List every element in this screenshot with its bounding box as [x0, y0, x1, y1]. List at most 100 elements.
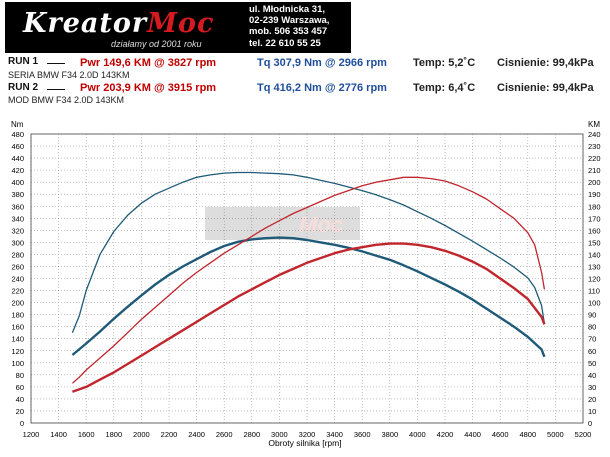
y-tick-label-left: 360 [11, 202, 24, 211]
address-line: mob. 506 353 457 [249, 26, 328, 38]
run1-power-curve [72, 242, 546, 393]
y-tick-label-right: 10 [588, 407, 596, 416]
kreator-moc-logo: KreatorMoc działamy od 2001 roku ul. Mło… [5, 2, 351, 53]
y-tick-label-left: 40 [16, 395, 24, 404]
y-tick-label-left: 200 [11, 299, 24, 308]
y-tick-label-right: 240 [588, 130, 601, 139]
chart-series [71, 171, 546, 393]
y-tick-label-left: 440 [11, 154, 24, 163]
run2-pressure: Cisnienie: 99,4kPa [497, 82, 594, 94]
y-tick-label-left: 80 [16, 371, 24, 380]
x-tick-label: 2200 [161, 430, 178, 439]
y-tick-label-right: 40 [588, 371, 596, 380]
y-tick-label-right: 80 [588, 323, 596, 332]
run1-label: RUN 1 [8, 56, 39, 67]
y-tick-label-right: 210 [588, 166, 601, 175]
contact-address: ul. Młodnicka 31, 02-239 Warszawa, mob. … [249, 4, 349, 49]
y-tick-label-right: 170 [588, 214, 601, 223]
y-tick-label-left: 380 [11, 190, 24, 199]
run2-torque-peak: Tq 416,2 Nm @ 2776 rpm [257, 82, 387, 94]
x-tick-label: 3200 [299, 430, 316, 439]
x-tick-label: 4200 [437, 430, 454, 439]
y-tick-label-left: 480 [11, 130, 24, 139]
left-axis-unit: Nm [11, 120, 24, 129]
y-tick-label-left: 160 [11, 323, 24, 332]
y-tick-label-right: 70 [588, 335, 596, 344]
chart-axes: 0 0 20 10 40 20 60 30 80 40 100 50 120 60 140 70 160 80 18… [11, 130, 600, 439]
watermark-text: KreatorMoc [221, 212, 343, 237]
y-tick-label-left: 280 [11, 250, 24, 259]
x-tick-label: 3800 [381, 430, 398, 439]
y-tick-label-right: 100 [588, 299, 601, 308]
address-line: ul. Młodnicka 31, [249, 4, 326, 15]
right-axis-unit: KM [588, 120, 600, 129]
y-tick-label-right: 230 [588, 142, 601, 151]
y-tick-label-right: 220 [588, 154, 601, 163]
y-tick-label-left: 220 [11, 287, 24, 296]
run1-temperature: Temp: 5,2˚C [413, 57, 476, 69]
y-tick-label-left: 400 [11, 178, 24, 187]
y-tick-label-left: 460 [11, 142, 24, 151]
y-tick-label-right: 30 [588, 383, 596, 392]
y-tick-label-right: 50 [588, 359, 596, 368]
x-tick-label: 4600 [492, 430, 509, 439]
run2-torque-curve [71, 171, 546, 333]
y-tick-label-left: 140 [11, 335, 24, 344]
chart-watermark: KreatorMoc [205, 207, 360, 240]
address-line: 02-239 Warszawa, [249, 15, 330, 27]
run2-label: RUN 2 [8, 82, 39, 93]
x-tick-label: 3400 [326, 430, 343, 439]
x-tick-label: 3000 [271, 430, 288, 439]
x-tick-label: 4400 [464, 430, 481, 439]
y-tick-label-left: 260 [11, 262, 24, 271]
y-tick-label-left: 0 [20, 419, 24, 428]
y-tick-label-right: 0 [588, 419, 592, 428]
x-tick-label: 4000 [409, 430, 426, 439]
y-tick-label-right: 140 [588, 250, 601, 259]
run1-pressure: Cisnienie: 99,4kPa [497, 57, 594, 69]
y-tick-label-left: 120 [11, 347, 24, 356]
run1-torque-peak: Tq 307,9 Nm @ 2966 rpm [257, 57, 387, 69]
y-tick-label-left: 420 [11, 166, 24, 175]
y-tick-label-left: 60 [16, 383, 24, 392]
x-tick-label: 1400 [50, 430, 67, 439]
run2-power-curve [71, 176, 546, 384]
y-tick-label-left: 240 [11, 275, 24, 284]
run1-line-swatch [47, 63, 65, 64]
y-tick-label-right: 130 [588, 262, 601, 271]
x-tick-label: 5200 [575, 430, 592, 439]
y-tick-label-left: 100 [11, 359, 24, 368]
address-line: tel. 22 610 55 25 [249, 37, 321, 49]
watermark-background [205, 207, 360, 240]
run2-line-swatch [47, 89, 65, 90]
x-axis-title: Obroty silnika [rpm] [268, 438, 341, 448]
y-tick-label-right: 150 [588, 238, 601, 247]
run1-power-peak: Pwr 149,6 KM @ 3827 rpm [80, 57, 217, 69]
run2-power-peak: Pwr 203,9 KM @ 3915 rpm [80, 82, 217, 94]
x-tick-label: 2000 [133, 430, 150, 439]
y-tick-label-left: 300 [11, 238, 24, 247]
x-tick-label: 1200 [23, 430, 40, 439]
y-tick-label-right: 90 [588, 311, 596, 320]
x-tick-label: 2600 [216, 430, 233, 439]
x-tick-label: 1800 [105, 430, 122, 439]
x-tick-label: 4800 [519, 430, 536, 439]
y-tick-label-right: 60 [588, 347, 596, 356]
logo-brand-accent: Moc [147, 8, 215, 39]
y-tick-label-right: 200 [588, 178, 601, 187]
y-tick-label-right: 190 [588, 190, 601, 199]
run2-temperature: Temp: 6,4˚C [413, 82, 476, 94]
y-tick-label-right: 180 [588, 202, 601, 211]
x-tick-label: 2800 [243, 430, 260, 439]
run1-torque-curve [71, 236, 546, 358]
x-tick-label: 3600 [354, 430, 371, 439]
x-tick-label: 5000 [547, 430, 564, 439]
y-tick-label-right: 20 [588, 395, 596, 404]
run2-vehicle: MOD BMW F34 2.0D 143KM [8, 95, 125, 105]
x-tick-label: 1600 [78, 430, 95, 439]
run1-vehicle: SERIA BMW F34 2.0D 143KM [8, 70, 130, 80]
y-tick-label-left: 180 [11, 311, 24, 320]
y-tick-label-right: 120 [588, 275, 601, 284]
y-tick-label-left: 20 [16, 407, 24, 416]
plot-frame [30, 133, 584, 424]
